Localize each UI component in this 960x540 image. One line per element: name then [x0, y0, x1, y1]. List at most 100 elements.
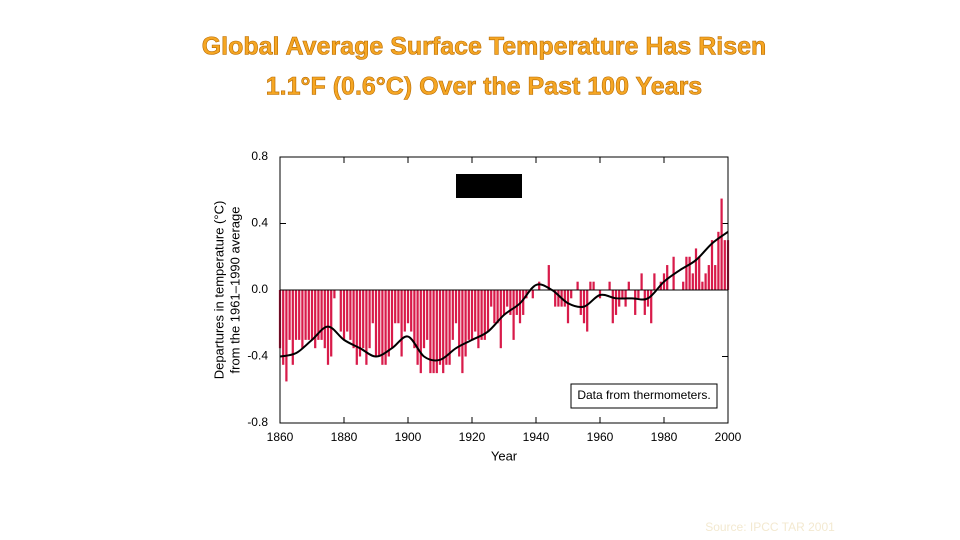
- y-axis-label: from the 1961–1990 average: [227, 207, 242, 374]
- bar: [362, 290, 365, 349]
- bar: [381, 290, 384, 365]
- bar: [346, 290, 349, 332]
- redaction-box: [456, 174, 522, 198]
- x-tick-label: 1920: [459, 430, 486, 444]
- bar: [691, 273, 694, 290]
- bar: [701, 281, 704, 290]
- bar: [538, 281, 541, 290]
- bar: [288, 290, 291, 340]
- plot-frame: [279, 156, 729, 424]
- x-tick-label: 1860: [267, 430, 294, 444]
- bar: [317, 290, 320, 340]
- bar: [352, 290, 355, 349]
- bar: [365, 290, 368, 365]
- bar: [448, 290, 451, 365]
- bar: [397, 290, 400, 324]
- bar: [592, 281, 595, 290]
- smoothed-line: [279, 230, 729, 362]
- bar: [470, 290, 474, 340]
- bar: [438, 290, 442, 365]
- bar: [330, 290, 333, 357]
- y-tick-label: -0.8: [247, 415, 268, 429]
- bar: [294, 290, 298, 340]
- bar: [483, 290, 486, 340]
- bar: [570, 290, 573, 299]
- slide-title: 1.1°F (0.6°C) Over the Past 100 Years: [266, 73, 702, 101]
- x-tick-label: 1960: [587, 430, 614, 444]
- bar: [506, 290, 509, 307]
- bar: [355, 290, 358, 365]
- legend-box: [570, 383, 718, 409]
- bar: [653, 273, 656, 290]
- bar: [310, 290, 314, 340]
- bar: [634, 290, 637, 315]
- bar: [422, 290, 426, 349]
- bar: [637, 290, 640, 299]
- bar: [429, 290, 432, 374]
- bar: [490, 290, 493, 307]
- y-tick-label: 0.0: [251, 282, 268, 296]
- bar: [349, 290, 352, 340]
- bar: [493, 290, 496, 324]
- bar: [586, 290, 589, 332]
- bar: [531, 290, 534, 299]
- source-note: Source: IPCC TAR 2001: [705, 520, 835, 534]
- annotation: Data from thermometers.: [577, 388, 710, 402]
- bar: [688, 256, 691, 290]
- bar: [496, 290, 499, 324]
- x-tick-label: 1900: [395, 430, 422, 444]
- bar: [333, 290, 336, 299]
- bar: [643, 290, 646, 315]
- bar: [621, 290, 624, 299]
- y-tick-label: 0.4: [251, 216, 268, 230]
- bar: [566, 290, 570, 324]
- bar: [698, 256, 701, 290]
- bar: [342, 290, 346, 340]
- slide-title: Global Average Surface Temperature Has R…: [202, 33, 767, 61]
- bar: [282, 290, 285, 365]
- bar: [682, 281, 685, 290]
- bar: [518, 290, 522, 324]
- bar: [509, 290, 512, 315]
- bar: [374, 290, 378, 357]
- bar: [522, 290, 525, 315]
- bar: [554, 290, 557, 307]
- x-tick-label: 2000: [715, 430, 742, 444]
- bar: [557, 290, 560, 307]
- bar: [614, 290, 618, 315]
- bar: [502, 290, 506, 315]
- bar: [410, 290, 413, 332]
- bar: [387, 290, 390, 357]
- bar: [390, 290, 394, 349]
- y-tick-label: -0.4: [247, 349, 268, 363]
- bar: [406, 290, 410, 324]
- bar: [451, 290, 454, 340]
- bar: [307, 290, 310, 340]
- bar: [298, 290, 301, 340]
- bar: [358, 290, 362, 357]
- bar: [416, 290, 419, 365]
- bar: [694, 248, 698, 290]
- bar: [685, 256, 688, 290]
- bar: [304, 290, 307, 340]
- bar: [454, 290, 458, 324]
- bar: [717, 231, 720, 290]
- y-tick-label: 0.8: [251, 149, 268, 163]
- bar: [611, 290, 614, 324]
- bar: [339, 290, 342, 332]
- bar: [627, 281, 630, 290]
- bar: [400, 290, 403, 357]
- bar: [413, 290, 416, 349]
- bar: [576, 281, 579, 290]
- bar: [464, 290, 467, 357]
- bar: [435, 290, 438, 374]
- bar: [723, 240, 726, 290]
- bar: [368, 290, 371, 349]
- bar: [650, 290, 653, 324]
- x-tick-label: 1980: [651, 430, 678, 444]
- bar: [707, 265, 710, 290]
- bar: [314, 290, 317, 349]
- bar: [714, 265, 717, 290]
- bar: [285, 290, 288, 382]
- bar: [426, 290, 429, 340]
